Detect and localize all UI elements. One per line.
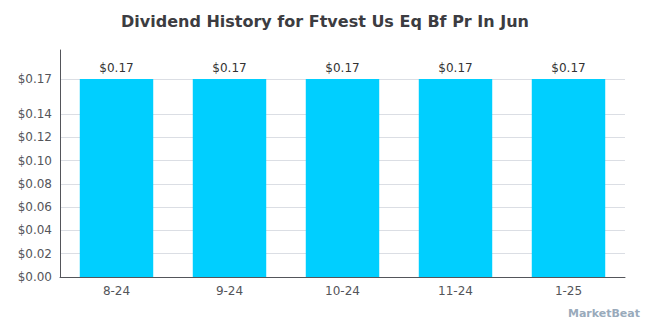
svg-text:$0.12: $0.12: [18, 130, 52, 144]
svg-text:$0.17: $0.17: [18, 72, 52, 86]
svg-text:$0.17: $0.17: [438, 61, 472, 75]
svg-text:$0.14: $0.14: [18, 107, 52, 121]
svg-text:$0.17: $0.17: [551, 61, 585, 75]
svg-text:$0.00: $0.00: [18, 270, 52, 284]
svg-text:8-24: 8-24: [103, 284, 130, 298]
svg-text:$0.17: $0.17: [212, 61, 246, 75]
svg-text:$0.10: $0.10: [18, 154, 52, 168]
svg-text:9-24: 9-24: [216, 284, 243, 298]
svg-text:$0.17: $0.17: [99, 61, 133, 75]
svg-text:Dividend History for Ftvest Us: Dividend History for Ftvest Us Eq Bf Pr …: [121, 12, 529, 31]
svg-text:10-24: 10-24: [325, 284, 360, 298]
svg-text:$0.02: $0.02: [18, 247, 52, 261]
svg-text:MarketBeat: MarketBeat: [568, 307, 640, 320]
svg-text:$0.08: $0.08: [18, 177, 52, 191]
svg-text:$0.17: $0.17: [325, 61, 359, 75]
svg-text:1-25: 1-25: [555, 284, 582, 298]
svg-text:$0.06: $0.06: [18, 200, 52, 214]
svg-text:$0.04: $0.04: [18, 223, 52, 237]
svg-text:11-24: 11-24: [438, 284, 473, 298]
